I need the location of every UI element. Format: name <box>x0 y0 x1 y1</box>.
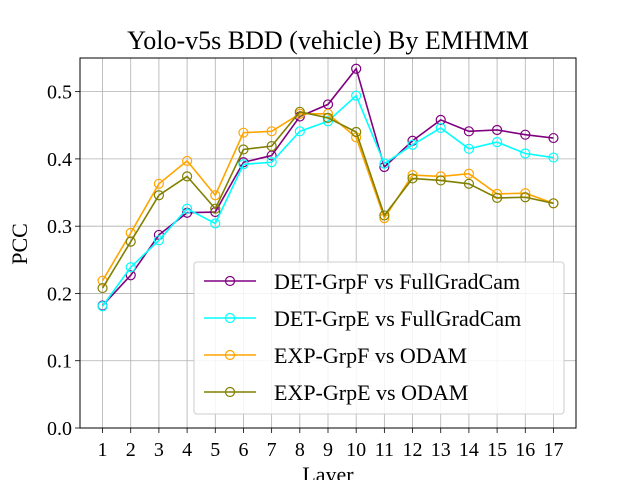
legend-label: EXP-GrpF vs ODAM <box>274 343 467 368</box>
data-point <box>520 129 531 140</box>
data-point <box>463 143 475 154</box>
x-tick-label: 10 <box>346 439 366 461</box>
data-point <box>97 301 108 312</box>
legend-swatch-marker <box>224 386 236 398</box>
data-point <box>520 148 531 159</box>
data-point <box>238 127 249 138</box>
x-axis-label: Layer <box>302 462 354 480</box>
y-tick-label: 0.2 <box>47 283 72 305</box>
x-tick-label: 6 <box>238 439 248 461</box>
legend-label: EXP-GrpE vs ODAM <box>274 380 468 405</box>
x-tick-label: 12 <box>403 439 423 461</box>
y-tick-label: 0.5 <box>47 82 72 104</box>
data-point <box>548 132 559 144</box>
data-point <box>463 168 475 179</box>
x-tick-label: 2 <box>126 439 136 461</box>
data-point <box>153 178 165 189</box>
data-point <box>548 152 559 163</box>
series-line <box>101 110 554 289</box>
data-point <box>407 139 418 150</box>
chart-title: Yolo-v5s BDD (vehicle) By EMHMM <box>127 26 529 55</box>
data-point <box>407 173 418 184</box>
x-tick-label: 16 <box>515 439 535 461</box>
data-point <box>463 178 475 189</box>
x-tick-label: 7 <box>267 439 277 461</box>
legend-box <box>193 261 565 415</box>
legend-label: DET-GrpF vs FullGradCam <box>274 269 520 294</box>
data-point <box>238 159 249 170</box>
data-point <box>548 198 559 209</box>
x-tick-label: 14 <box>459 439 479 461</box>
data-point <box>435 175 446 186</box>
data-point <box>210 203 221 214</box>
data-point <box>266 157 277 168</box>
data-point <box>125 270 136 281</box>
data-point <box>351 90 362 101</box>
x-tick-label: 13 <box>431 439 451 461</box>
y-axis-label: PCC <box>7 223 32 265</box>
x-tick-label: 3 <box>154 439 164 461</box>
data-point <box>294 126 305 137</box>
x-tick-label: 9 <box>323 439 333 461</box>
y-tick-label: 0.0 <box>47 418 72 440</box>
legend: DET-GrpF vs FullGradCam DET-GrpE vs FullG… <box>193 261 565 415</box>
data-point <box>463 126 475 137</box>
data-point <box>491 192 503 204</box>
axis-ticks: 1 2 3 4 5 6 7 8 9 10 11 12 13 14 15 16 170.00.10.20.30.4… <box>47 82 563 461</box>
legend-item: DET-GrpF vs FullGradCam <box>204 269 520 294</box>
y-tick-label: 0.4 <box>47 149 72 171</box>
data-point <box>181 171 193 182</box>
data-point <box>435 122 446 134</box>
series-group <box>97 63 559 312</box>
series-line <box>101 94 554 307</box>
x-tick-label: 1 <box>98 439 108 461</box>
data-point <box>351 63 362 74</box>
x-tick-label: 5 <box>210 439 220 461</box>
data-point <box>210 218 221 229</box>
legend-swatch-marker <box>224 349 236 361</box>
data-point <box>520 192 531 203</box>
series-2 <box>97 90 559 312</box>
data-point <box>181 155 193 167</box>
data-point <box>266 126 277 137</box>
data-point <box>266 141 277 152</box>
data-point <box>97 282 108 294</box>
data-point <box>238 144 249 155</box>
data-point <box>435 114 446 125</box>
data-point <box>491 124 503 136</box>
legend-item: DET-GrpE vs FullGradCam <box>204 306 521 331</box>
x-tick-label: 17 <box>543 439 563 461</box>
legend-swatch-marker <box>224 275 236 287</box>
y-tick-label: 0.3 <box>47 216 72 238</box>
data-point <box>181 203 193 214</box>
data-point <box>125 236 136 247</box>
data-point <box>322 116 334 127</box>
data-point <box>294 106 305 117</box>
data-point <box>491 136 503 148</box>
legend-swatch-marker <box>224 312 236 324</box>
legend-label: DET-GrpE vs FullGradCam <box>274 306 521 331</box>
data-point <box>379 210 390 221</box>
legend-item: EXP-GrpF vs ODAM <box>204 343 467 368</box>
legend-item: EXP-GrpE vs ODAM <box>204 380 468 405</box>
data-point <box>379 158 390 169</box>
x-tick-label: 8 <box>295 439 305 461</box>
series-4 <box>97 106 559 294</box>
x-tick-label: 15 <box>487 439 507 461</box>
data-point <box>153 235 165 246</box>
data-point <box>153 190 165 201</box>
x-tick-label: 11 <box>375 439 394 461</box>
data-point <box>322 112 334 123</box>
data-point <box>351 126 362 138</box>
data-point <box>125 262 136 273</box>
x-tick-label: 4 <box>182 439 192 461</box>
y-tick-label: 0.1 <box>47 351 72 373</box>
data-point <box>210 190 221 201</box>
